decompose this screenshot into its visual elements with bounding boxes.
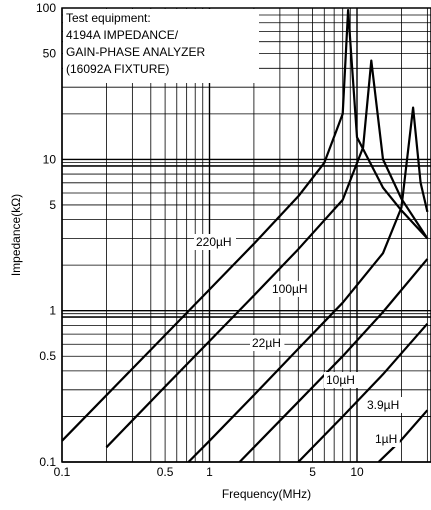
y-tick-label: 5 bbox=[49, 198, 56, 212]
curve-1µH bbox=[377, 409, 429, 463]
curve-220µH bbox=[61, 9, 429, 442]
x-axis-label: Frequency(MHz) bbox=[222, 487, 311, 501]
note-line: Test equipment: bbox=[66, 11, 151, 25]
curve-label-bg bbox=[373, 431, 400, 447]
y-tick-label: 0.5 bbox=[39, 349, 56, 363]
curve-label-bg bbox=[270, 281, 312, 297]
y-tick-label: 50 bbox=[43, 47, 57, 61]
y-tick-label: 100 bbox=[36, 1, 56, 15]
plot-frame bbox=[61, 7, 431, 463]
note-line: GAIN-PHASE ANALYZER bbox=[66, 45, 205, 59]
test-equipment-note: Test equipment: 4194A IMPEDANCE/ GAIN-PH… bbox=[63, 9, 259, 83]
y-axis-label: Impedance(kΩ) bbox=[9, 194, 23, 276]
curve-label: 1µH bbox=[375, 432, 397, 446]
x-tick-label: 10 bbox=[350, 465, 364, 479]
curve-3.9µH bbox=[297, 322, 429, 463]
curve-label: 22µH bbox=[252, 336, 281, 350]
x-tick-label: 5 bbox=[309, 465, 316, 479]
curve-label-bg bbox=[194, 234, 236, 250]
curve-label-bg bbox=[324, 372, 359, 388]
note-line: 4194A IMPEDANCE/ bbox=[66, 28, 179, 42]
x-tick-label: 0.5 bbox=[157, 465, 174, 479]
curve-10µH bbox=[238, 258, 429, 463]
curve-labels: 220µH 100µH 22µH 10µH 3.9µH 1µH bbox=[194, 234, 407, 447]
curve-label-bg bbox=[250, 335, 285, 351]
curve-22µH bbox=[187, 106, 429, 463]
x-tick-label: 0.1 bbox=[54, 465, 71, 479]
curve-100µH bbox=[105, 59, 429, 449]
curve-label: 220µH bbox=[196, 235, 232, 249]
tick-labels: 0.1 0.5 1 5 10 0.1 0.5 1 5 10 50 100 bbox=[36, 1, 364, 479]
curve-label-bg bbox=[365, 397, 407, 413]
note-background bbox=[63, 9, 259, 83]
curve-label: 3.9µH bbox=[367, 398, 399, 412]
y-tick-label: 10 bbox=[43, 152, 57, 166]
curves bbox=[61, 9, 429, 463]
y-tick-label: 0.1 bbox=[39, 455, 56, 469]
curve-label: 100µH bbox=[272, 282, 308, 296]
x-tick-label: 1 bbox=[206, 465, 213, 479]
curve-label: 10µH bbox=[326, 373, 355, 387]
y-tick-label: 1 bbox=[49, 304, 56, 318]
note-line: (16092A FIXTURE) bbox=[66, 62, 169, 76]
